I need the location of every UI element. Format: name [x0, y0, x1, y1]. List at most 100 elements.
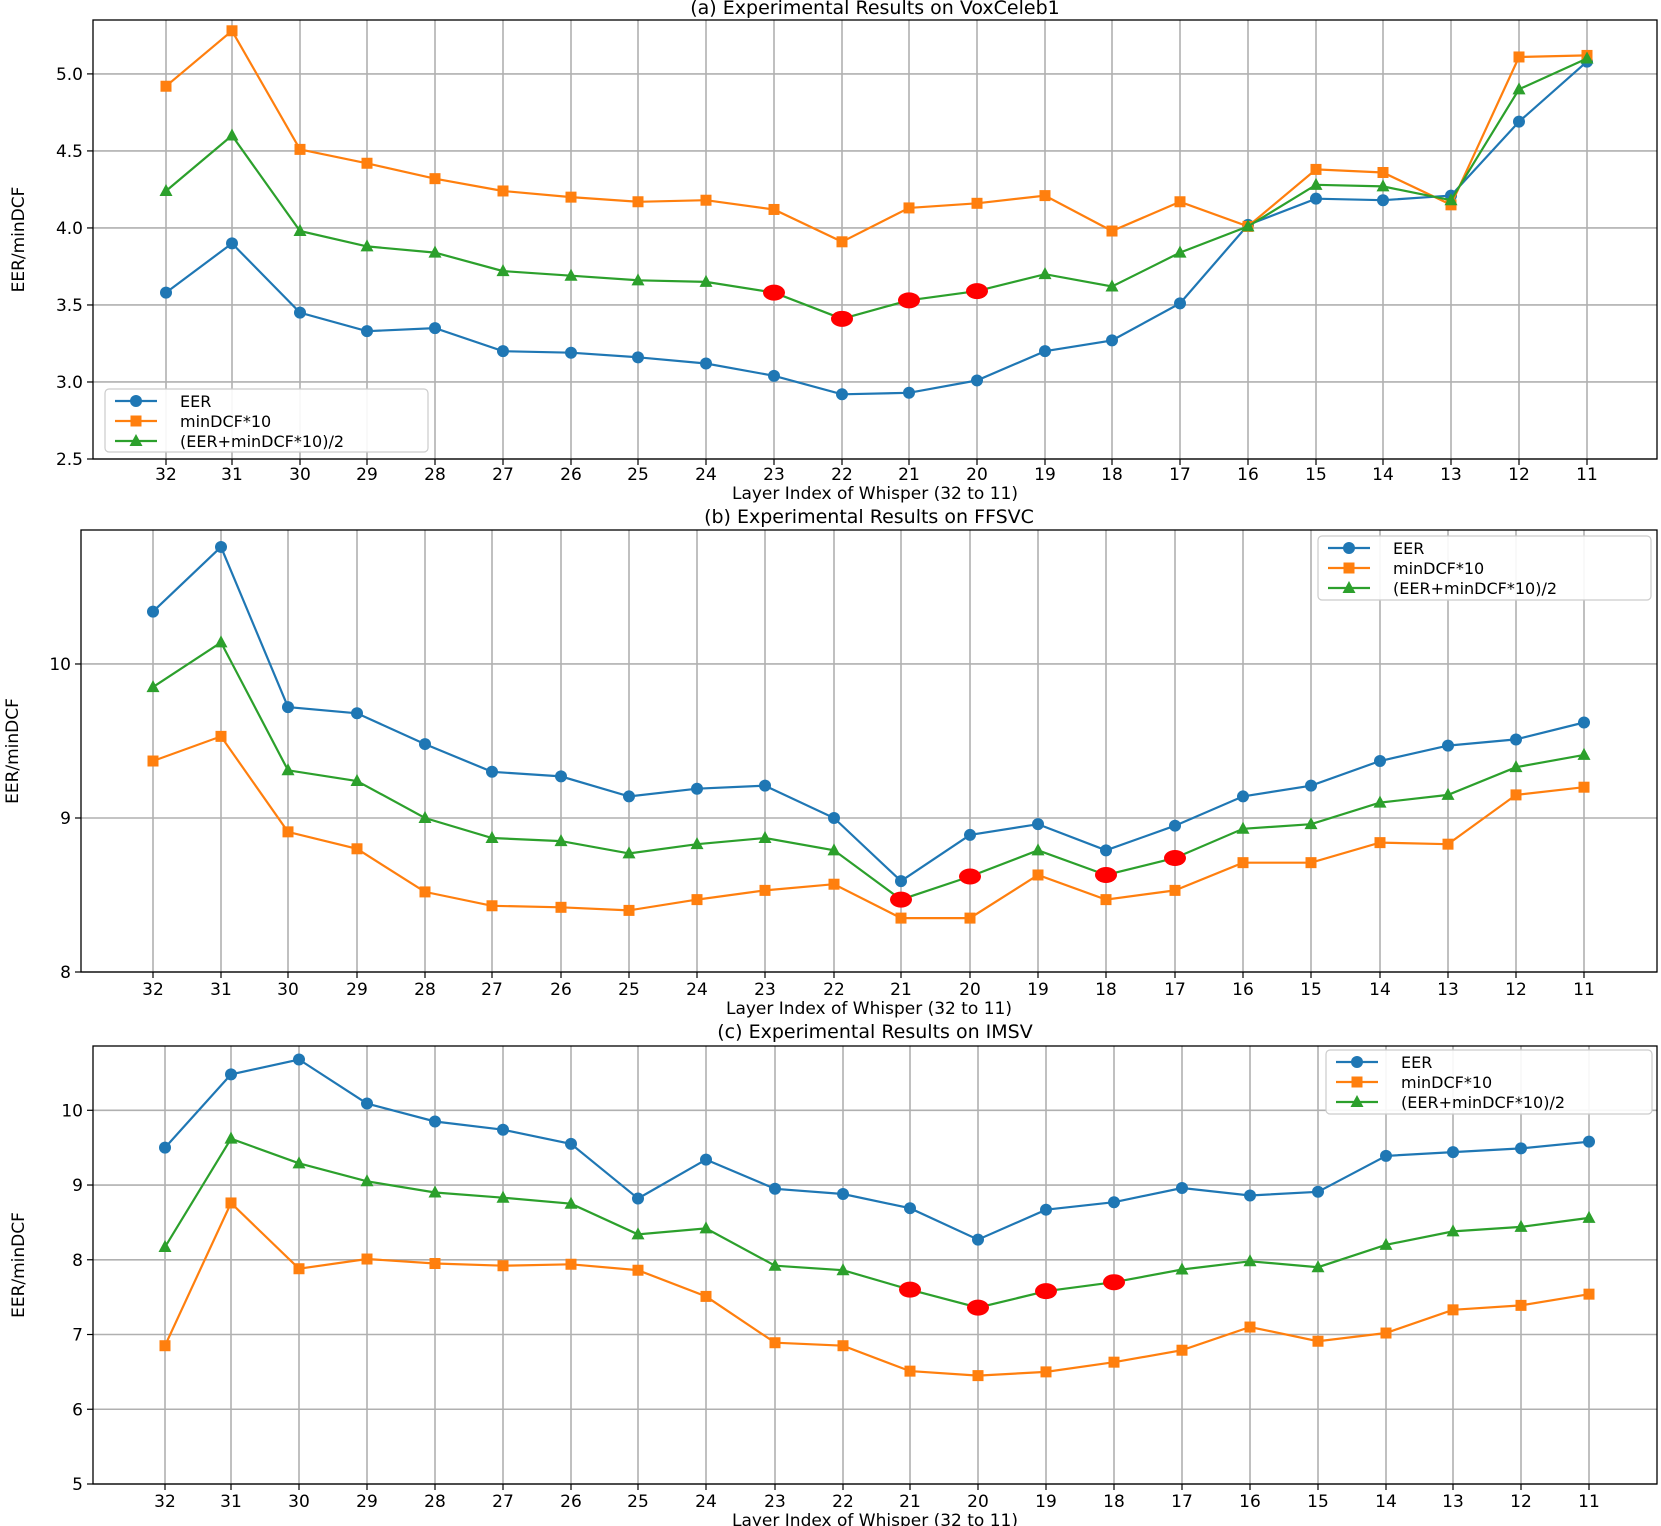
panel-3-point-s3-29 — [360, 1174, 374, 1187]
panel-3-x-tick-label: 26 — [560, 1492, 582, 1512]
panel-1-point-s2-32 — [160, 80, 172, 92]
panel-1-point-s2-25 — [632, 196, 644, 208]
panel-2-x-tick-label: 32 — [142, 980, 164, 1000]
panel-2-y-tick-label: 9 — [60, 809, 71, 829]
panel-2-point-s1-21 — [895, 875, 907, 888]
panel-1-point-s2-29 — [361, 157, 373, 169]
panel-2-title: (b) Experimental Results on FFSVC — [704, 506, 1034, 528]
panel-2-point-s1-11 — [1578, 716, 1590, 729]
panel-2-x-tick-label: 23 — [754, 980, 776, 1000]
panel-3-point-s1-16 — [1244, 1189, 1256, 1202]
panel-1-x-tick-label: 11 — [1576, 465, 1598, 485]
panel-3-point-s1-30 — [293, 1053, 305, 1066]
panel-1-point-s2-30 — [294, 143, 306, 155]
panel-2-point-s3-32 — [146, 680, 160, 693]
panel-2-point-s1-22 — [828, 811, 840, 824]
panel-2-x-tick-label: 27 — [481, 980, 503, 1000]
panel-3-x-tick-label: 11 — [1578, 1492, 1600, 1512]
panel-1-series-line-2 — [165, 29, 1588, 244]
panel-1-point-s3-30 — [293, 224, 307, 237]
panel-1-point-s2-15 — [1310, 163, 1322, 175]
panel-3-y-tick-label: 6 — [72, 1400, 83, 1420]
panel-2-x-tick-label: 12 — [1505, 980, 1527, 1000]
panel-1-point-s1-23 — [768, 369, 780, 382]
panel-3-point-s3-12 — [1514, 1219, 1528, 1232]
panel-1-point-s1-30 — [294, 306, 306, 319]
panel-1-highlight-point-21 — [898, 292, 920, 309]
panel-1-point-s1-21 — [903, 386, 915, 399]
panel-3-point-s1-23 — [769, 1182, 781, 1195]
panel-2-x-tick-label: 25 — [618, 980, 640, 1000]
panel-1-point-s2-27 — [497, 185, 509, 197]
panel-3-series-line-3 — [164, 1137, 1590, 1309]
panel-1-point-s1-28 — [429, 322, 441, 335]
panel-2-point-s2-24 — [691, 894, 703, 906]
panel-2-point-s3-13 — [1441, 787, 1455, 800]
panel-3-point-s3-23 — [768, 1258, 782, 1271]
panel-3-point-s3-30 — [292, 1156, 306, 1169]
panel-3-x-tick-label: 28 — [424, 1492, 446, 1512]
panel-3-point-s3-22 — [836, 1263, 850, 1276]
panel-2-point-s3-25 — [622, 846, 636, 859]
panel-1-point-s1-32 — [160, 286, 172, 299]
panel-1-point-s1-17 — [1174, 297, 1186, 310]
panel-3-point-s2-31 — [225, 1197, 237, 1209]
panel-3-point-s1-11 — [1583, 1135, 1595, 1148]
panel-3-legend-marker-1 — [1351, 1056, 1363, 1068]
panel-1-x-tick-label: 24 — [695, 465, 717, 485]
panel-1-x-tick-label: 15 — [1305, 465, 1327, 485]
panel-1-point-s2-23 — [768, 203, 780, 215]
panel-1-y-tick-label: 4.0 — [56, 219, 83, 239]
panel-2-point-s3-22 — [827, 843, 841, 856]
panel-1-point-s2-12 — [1513, 51, 1525, 63]
panel-3-axes-frame — [92, 1045, 1658, 1485]
panel-1-legend-marker-3 — [129, 434, 143, 446]
panel-3-point-s3-24 — [699, 1221, 713, 1234]
panel-3-x-tick-label: 25 — [627, 1492, 649, 1512]
panel-2-x-tick-label: 20 — [959, 980, 981, 1000]
panel-1-point-s1-26 — [565, 346, 577, 359]
panel-1-highlight-point-23 — [763, 284, 785, 301]
panel-1-highlight-point-22 — [831, 310, 853, 327]
panel-3-legend — [1325, 1049, 1653, 1115]
panel-2-point-s1-28 — [419, 738, 431, 751]
panel-1-x-tick-label: 19 — [1034, 465, 1056, 485]
panel-2-x-tick-label: 29 — [346, 980, 368, 1000]
panel-2-point-s2-16 — [1237, 857, 1249, 869]
panel-2-legend-label-2: minDCF*10 — [1393, 559, 1484, 578]
panel-2-point-s1-19 — [1032, 818, 1044, 831]
panel-3-x-tick-label: 30 — [288, 1492, 310, 1512]
panel-3-point-s2-23 — [769, 1337, 781, 1349]
panel-3-point-s2-19 — [1040, 1366, 1052, 1378]
panel-3-point-s3-15 — [1311, 1260, 1325, 1273]
panel-3-point-s2-13 — [1447, 1304, 1459, 1316]
panel-1-point-s3-32 — [159, 183, 173, 196]
panel-2-highlight-point-20 — [959, 868, 981, 885]
panel-1-x-tick-label: 17 — [1169, 465, 1191, 485]
panel-3-point-s1-19 — [1040, 1203, 1052, 1216]
panel-3-point-s1-24 — [700, 1153, 712, 1166]
panel-2-point-s3-12 — [1509, 760, 1523, 773]
panel-3-x-tick-label: 14 — [1375, 1492, 1397, 1512]
panel-3-point-s1-28 — [429, 1115, 441, 1128]
panel-3-point-s3-28 — [428, 1185, 442, 1198]
panel-3-point-s3-11 — [1582, 1210, 1596, 1223]
panel-1-point-s3-24 — [699, 274, 713, 287]
panel-2-x-tick-label: 24 — [686, 980, 708, 1000]
panel-1-point-s1-19 — [1039, 345, 1051, 358]
panel-2-legend-marker-1 — [1343, 542, 1355, 554]
panel-3-point-s2-17 — [1176, 1344, 1188, 1356]
panel-3-x-tick-label: 23 — [764, 1492, 786, 1512]
panel-3-point-s2-29 — [361, 1253, 373, 1265]
panel-1-y-tick-label: 3.0 — [56, 373, 83, 393]
panel-1-y-tick-label: 3.5 — [56, 296, 83, 316]
panel-1-x-tick-label: 20 — [966, 465, 988, 485]
panel-3-point-s3-13 — [1446, 1224, 1460, 1237]
panel-3-point-s1-13 — [1447, 1146, 1459, 1159]
panel-2-y-tick-label: 10 — [49, 655, 71, 675]
panel-1-point-s2-20 — [971, 197, 983, 209]
panel-3-point-s3-26 — [564, 1196, 578, 1209]
panel-1-legend-marker-2 — [130, 415, 142, 427]
panel-3-point-s3-31 — [224, 1131, 238, 1144]
panel-2-point-s1-26 — [555, 770, 567, 783]
